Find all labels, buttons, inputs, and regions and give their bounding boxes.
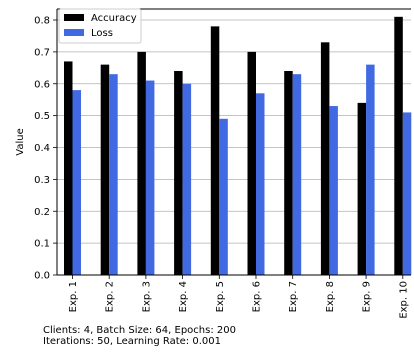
y-ticks: 0.0 0.1 0.2 0.3 0.4 0.5 0.6 0.7 0.8 <box>34 16 57 282</box>
x-tick-label: Exp. 10 <box>398 281 409 319</box>
y-tick-label: 0.7 <box>34 47 50 58</box>
legend: Accuracy Loss <box>58 8 142 44</box>
y-tick-label: 0.3 <box>34 175 50 186</box>
y-tick-label: 0.4 <box>34 143 50 154</box>
loss-bar <box>182 83 192 275</box>
loss-bar <box>109 74 118 275</box>
legend-label: Loss <box>91 28 113 39</box>
loss-bar <box>329 106 338 275</box>
x-tick-label: Exp. 5 <box>215 281 226 312</box>
x-tick-label: Exp. 4 <box>178 281 189 312</box>
x-tick-label: Exp. 6 <box>252 281 263 312</box>
accuracy-bar <box>64 61 73 275</box>
y-tick-label: 0.1 <box>34 239 50 250</box>
y-tick-label: 0.2 <box>34 207 50 218</box>
x-tick-label: Exp. 8 <box>325 281 336 312</box>
x-tick-label: Exp. 1 <box>68 281 79 312</box>
accuracy-bar <box>210 26 220 275</box>
x-ticks: Exp. 1 Exp. 2 Exp. 3 Exp. 4 Exp. 5 Exp. 6 Exp.… <box>68 275 409 319</box>
accuracy-bar <box>137 51 146 275</box>
y-axis-label: Value <box>15 128 26 155</box>
note-line-2: Iterations: 50, Learning Rate: 0.001 <box>43 336 221 347</box>
x-tick-label: Exp. 9 <box>362 281 373 312</box>
x-tick-label: Exp. 7 <box>288 281 299 312</box>
note-line-1: Clients: 4, Batch Size: 64, Epochs: 200 <box>43 325 236 336</box>
run-settings-note: Clients: 4, Batch Size: 64, Epochs: 200 … <box>43 325 236 347</box>
accuracy-bar <box>174 71 183 275</box>
accuracy-bar <box>247 51 256 275</box>
legend-label: Accuracy <box>91 13 137 24</box>
accuracy-bar <box>100 64 110 275</box>
accuracy-bar <box>284 71 293 275</box>
accuracy-bar <box>357 102 367 275</box>
x-tick-label: Exp. 2 <box>105 281 116 312</box>
accuracy-bar <box>320 42 330 275</box>
loss-bar <box>219 118 228 275</box>
y-tick-label: 0.6 <box>34 79 50 90</box>
legend-swatch <box>64 14 84 21</box>
y-tick-label: 0.8 <box>34 16 50 27</box>
loss-bar <box>145 80 155 275</box>
loss-bar <box>402 112 412 275</box>
loss-bar <box>256 93 265 275</box>
y-tick-label: 0.5 <box>34 111 50 122</box>
accuracy-bar <box>394 16 403 275</box>
y-tick-label: 0.0 <box>34 271 50 282</box>
loss-bar <box>72 90 81 275</box>
loss-bar <box>366 64 375 275</box>
x-tick-label: Exp. 3 <box>141 281 152 312</box>
loss-bar <box>292 74 302 275</box>
bars <box>64 16 412 275</box>
legend-swatch <box>64 29 84 36</box>
